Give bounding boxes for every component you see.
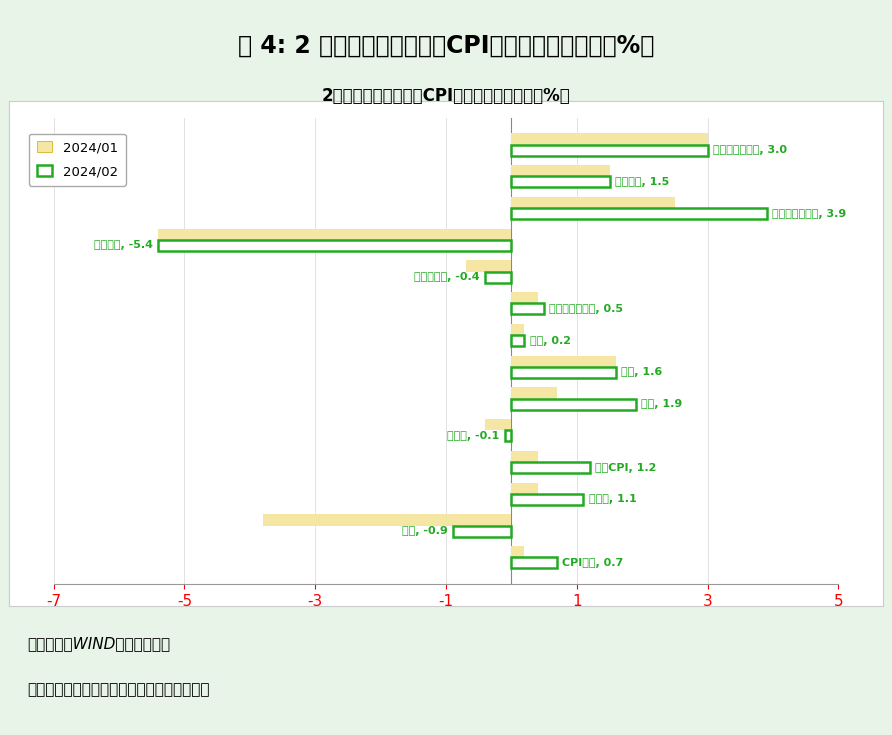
Text: 衣着, 1.6: 衣着, 1.6 [622,368,663,377]
Text: 非食品, 1.1: 非食品, 1.1 [589,495,636,504]
Bar [511,356,616,367]
Legend: 2024/01, 2024/02: 2024/01, 2024/02 [29,134,126,186]
Bar [511,546,524,557]
Text: 交通和通信, -0.4: 交通和通信, -0.4 [415,272,480,282]
Title: 2月份居民消费价格（CPI）分类别同比涨幅（%）: 2月份居民消费价格（CPI）分类别同比涨幅（%） [322,87,570,105]
Bar [511,494,583,505]
Bar [511,483,538,494]
Text: 食品, -0.9: 食品, -0.9 [401,526,447,536]
Bar [511,398,636,409]
Text: 交通工具, -5.4: 交通工具, -5.4 [94,240,153,251]
Bar [263,514,511,526]
Text: 教育文化和娱乐, 3.9: 教育文化和娱乐, 3.9 [772,209,846,218]
Bar [485,272,511,283]
Text: 资料来源：WIND，财信研究院: 资料来源：WIND，财信研究院 [27,636,169,650]
Bar [511,165,609,176]
Bar [511,304,544,315]
Bar [485,419,511,430]
Text: 居住, 0.2: 居住, 0.2 [530,336,571,345]
Bar [511,208,766,219]
Bar [466,260,511,272]
Text: 图 4: 2 月份居民消费价格（CPI）分类别同比涨幅（%）: 图 4: 2 月份居民消费价格（CPI）分类别同比涨幅（%） [238,34,654,58]
Bar [511,335,524,346]
Text: 服务, 1.9: 服务, 1.9 [641,399,682,409]
Bar [158,229,511,240]
Bar [511,176,609,187]
Text: 注：数据标签中同比数据为本月各分项涨跌幅: 注：数据标签中同比数据为本月各分项涨跌幅 [27,682,210,697]
Bar [511,197,675,208]
Bar [511,557,558,568]
Text: CPI同比, 0.7: CPI同比, 0.7 [563,558,624,568]
Bar [511,462,590,473]
Text: 其他用品和服务, 3.0: 其他用品和服务, 3.0 [713,145,787,155]
Bar [511,387,558,398]
Bar [511,145,707,156]
Text: 生活用品及服务, 0.5: 生活用品及服务, 0.5 [549,304,624,314]
Text: 消费品, -0.1: 消费品, -0.1 [448,431,500,441]
Bar [511,324,524,335]
Bar [511,367,616,378]
Bar [505,430,511,442]
Bar [511,134,707,145]
Bar [511,293,538,304]
Bar [158,240,511,251]
Bar [452,526,511,537]
Text: 核心CPI, 1.2: 核心CPI, 1.2 [595,462,657,473]
Text: 医疗保健, 1.5: 医疗保健, 1.5 [615,177,669,187]
Bar [511,451,538,462]
